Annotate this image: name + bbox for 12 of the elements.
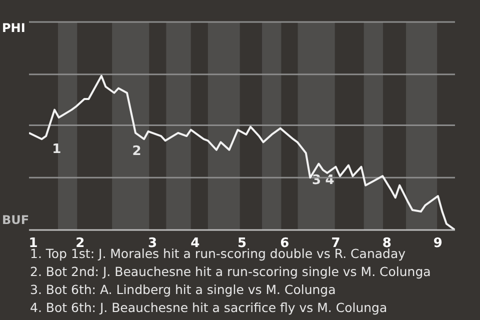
- annotation: 1: [52, 142, 62, 158]
- annotation: 2: [132, 144, 142, 160]
- x-tick-label: 9: [433, 236, 442, 252]
- x-tick-label: 4: [190, 236, 200, 252]
- text: 2. Bot 2nd: J. Beauchesne hit a run-scoring single vs M. Colunga: [30, 263, 431, 281]
- text: PHI: [2, 21, 26, 36]
- x-tick-label: 3: [148, 236, 158, 252]
- annotation: BUF: [2, 213, 30, 228]
- text: 3. Bot 6th: A. Lindberg hit a single vs M. Colunga: [30, 281, 337, 299]
- text: 4. Bot 6th: J. Beauchesne hit a sacrifice fly vs M. Colunga: [30, 299, 388, 317]
- x-tick-label: 6: [280, 236, 290, 252]
- x-tick-label: 5: [237, 236, 247, 252]
